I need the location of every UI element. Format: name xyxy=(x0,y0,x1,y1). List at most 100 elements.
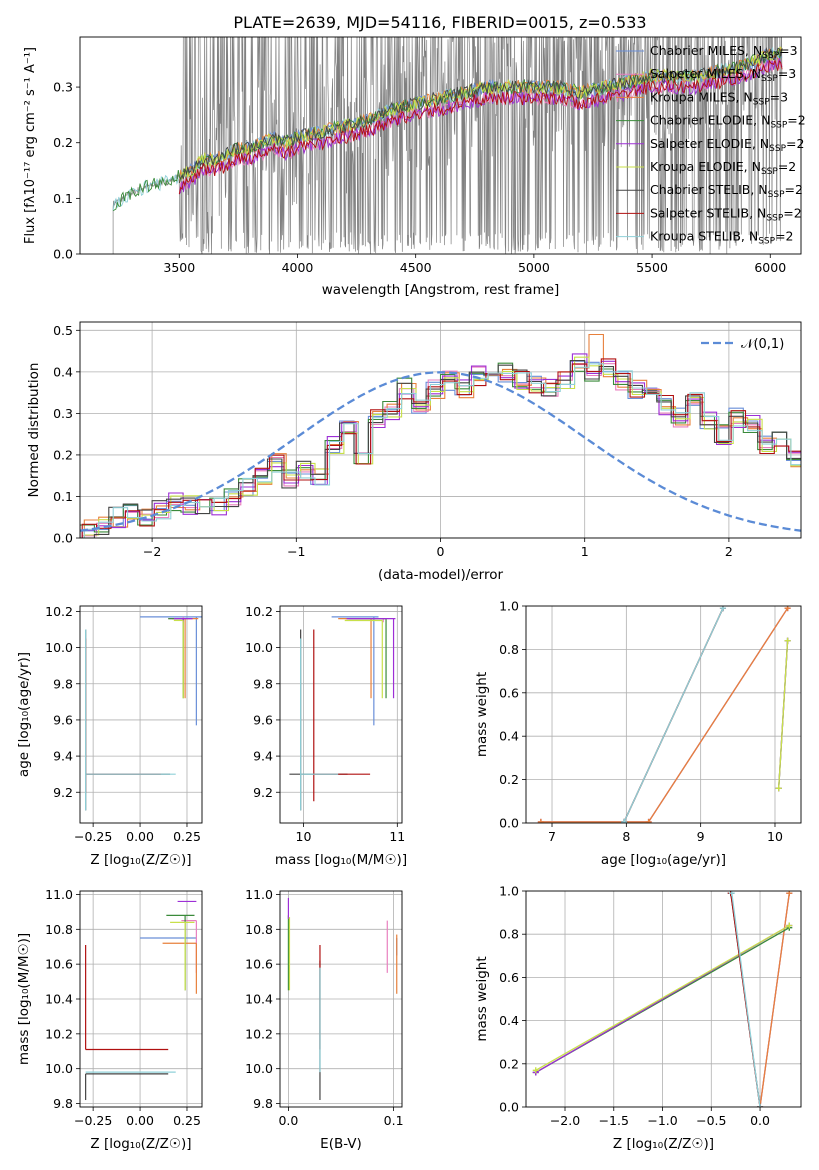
y-axis-label: mass [log₁₀(M/M☉)] xyxy=(16,933,32,1065)
panel-mass-vs-ebv: 0.0 0.1 9.8 10.0 10.2 10.4 10.6 10.8 11.0 E(B-V) xyxy=(245,887,403,1152)
model-spectrum-chabrier_stelib xyxy=(178,47,783,184)
y-tick-label: 0.4 xyxy=(53,364,73,379)
plot-area xyxy=(280,606,402,823)
panel-weight-vs-age: 7 8 9 10 0.0 0.2 0.4 0.6 0.8 1.0 age [log₁₀(age/yr… xyxy=(474,599,802,868)
x-tick-label: 5000 xyxy=(518,260,550,275)
y-tick-label: 0.1 xyxy=(53,191,73,206)
x-tick-label: 11 xyxy=(389,829,405,844)
weight-marker-kroupa_elodie xyxy=(775,785,782,792)
weight-line-kroupa_stelib xyxy=(731,893,761,1107)
x-tick-label: −0.25 xyxy=(74,1113,112,1128)
figure-title: PLATE=2639, MJD=54116, FIBERID=0015, z=0… xyxy=(233,13,646,32)
model-spectrum-kroupa_stelib xyxy=(112,47,782,211)
y-tick-label: 10.8 xyxy=(45,922,73,937)
histogram-kroupa_miles xyxy=(80,333,801,538)
data-spectrum-line xyxy=(112,37,783,254)
y-tick-label: 10.0 xyxy=(245,1061,273,1076)
legend-subscript: SSP xyxy=(753,97,770,107)
panel-spectrum: 3500 4000 4500 5000 5500 6000 0.0 0.1 0.2 0.3 Chab… xyxy=(23,36,806,298)
weight-line-salpeter_miles xyxy=(540,607,789,823)
y-tick-label: 0.3 xyxy=(53,406,73,421)
weight-marker-kroupa_stelib xyxy=(621,818,628,823)
legend-subscript: SSP xyxy=(766,213,783,223)
x-tick-label: 0.25 xyxy=(173,1113,201,1128)
y-tick-label: 9.2 xyxy=(253,785,273,800)
x-tick-label: −2 xyxy=(143,544,161,559)
legend-label-gauss: 𝒩(0,1) xyxy=(741,337,784,352)
y-tick-label: 10.6 xyxy=(245,957,273,972)
weight-line-kroupa_stelib xyxy=(623,607,724,823)
y-axis-label: age [log₁₀(age/yr)] xyxy=(16,652,32,777)
legend-rest: =3 xyxy=(770,89,788,104)
y-tick-label: 10.4 xyxy=(45,992,73,1007)
plot-area xyxy=(80,322,801,538)
x-axis-label: (data-model)/error xyxy=(378,567,504,583)
plot-area xyxy=(112,37,783,254)
x-tick-label: 4500 xyxy=(400,260,432,275)
plot-area xyxy=(80,606,202,823)
histogram-kroupa_stelib xyxy=(80,363,801,538)
axes-frame xyxy=(525,890,802,1108)
histogram-kroupa_elodie xyxy=(80,356,801,538)
y-tick-label: 9.2 xyxy=(53,785,73,800)
legend-label-chabrier_miles: Chabrier MILES, NSSP=3 xyxy=(650,43,798,61)
weight-line-kroupa_elodie xyxy=(535,925,790,1071)
legend-rest: =3 xyxy=(779,43,797,58)
y-tick-label: 0.0 xyxy=(53,247,73,262)
axes-frame xyxy=(79,321,802,539)
x-tick-label: 10 xyxy=(767,829,783,844)
y-tick-label: 0.0 xyxy=(499,816,519,831)
x-tick-label: 2 xyxy=(725,544,733,559)
x-tick-label: 0.0 xyxy=(278,1113,298,1128)
y-tick-label: 1.0 xyxy=(499,884,519,899)
y-axis-label: mass weight xyxy=(474,672,490,757)
y-axis-label: Normed distribution xyxy=(26,363,42,498)
x-tick-label: 9 xyxy=(697,829,705,844)
y-tick-label: 9.8 xyxy=(253,676,273,691)
x-tick-label: 5500 xyxy=(636,260,668,275)
legend-label-chabrier_stelib: Chabrier STELIB, NSSP=2 xyxy=(650,182,803,200)
panel-residuals: −2 −1 0 1 2 0.0 0.1 0.2 0.3 0.4 0.5 𝒩(0,1) (data-mod… xyxy=(26,321,802,583)
legend: Chabrier MILES, NSSP=3 Salpeter MILES, NS… xyxy=(616,43,806,247)
y-tick-label: 11.0 xyxy=(45,887,73,902)
y-tick-label: 1.0 xyxy=(499,599,519,614)
y-tick-label: 9.4 xyxy=(253,749,273,764)
y-tick-label: 0.0 xyxy=(53,531,73,546)
weight-line-kroupa_miles xyxy=(759,893,790,1107)
x-tick-label: 10 xyxy=(296,829,312,844)
x-axis-label: Z [log₁₀(Z/Z☉)] xyxy=(90,852,191,868)
legend-label-salpeter_elodie: Salpeter ELODIE, NSSP=2 xyxy=(650,136,804,154)
x-tick-label: 7 xyxy=(548,829,556,844)
axes-frame xyxy=(279,890,403,1108)
x-tick-label: 0.00 xyxy=(126,1113,154,1128)
y-tick-label: 0.4 xyxy=(499,729,519,744)
legend-label-kroupa_stelib: Kroupa STELIB, NSSP=2 xyxy=(650,229,794,247)
y-tick-label: 10.8 xyxy=(245,922,273,937)
y-tick-label: 0.3 xyxy=(53,80,73,95)
model-spectrum-salpeter_stelib xyxy=(178,58,783,195)
x-tick-label: 0.1 xyxy=(384,1113,404,1128)
axes-frame xyxy=(79,890,203,1108)
y-tick-label: 0.5 xyxy=(53,323,73,338)
x-axis-label: mass [log₁₀(M/M☉)] xyxy=(275,852,407,868)
x-tick-label: −1.5 xyxy=(599,1113,629,1128)
y-tick-label: 10.0 xyxy=(45,1061,73,1076)
x-tick-label: 3500 xyxy=(163,260,195,275)
x-tick-label: 4000 xyxy=(282,260,314,275)
y-tick-label: 10.2 xyxy=(45,604,73,619)
panel-mass-vs-Z: −0.25 0.00 0.25 9.8 10.0 10.2 10.4 10.6 10.8 11.0… xyxy=(16,887,203,1152)
y-tick-label: 0.2 xyxy=(499,772,519,787)
histogram-chabrier_stelib xyxy=(80,360,801,538)
plot-area xyxy=(526,891,801,1107)
axes-frame xyxy=(79,605,203,824)
x-tick-label: −1.0 xyxy=(647,1113,677,1128)
legend-rest: =2 xyxy=(778,159,796,174)
x-tick-label: 0.0 xyxy=(750,1113,770,1128)
weight-line-kroupa_elodie xyxy=(778,640,789,789)
x-tick-label: 6000 xyxy=(754,260,786,275)
x-tick-label: −1 xyxy=(287,544,305,559)
legend-rest: =2 xyxy=(775,229,793,244)
x-tick-label: 0.25 xyxy=(173,829,201,844)
y-tick-label: 0.8 xyxy=(499,642,519,657)
y-tick-label: 10.0 xyxy=(245,640,273,655)
